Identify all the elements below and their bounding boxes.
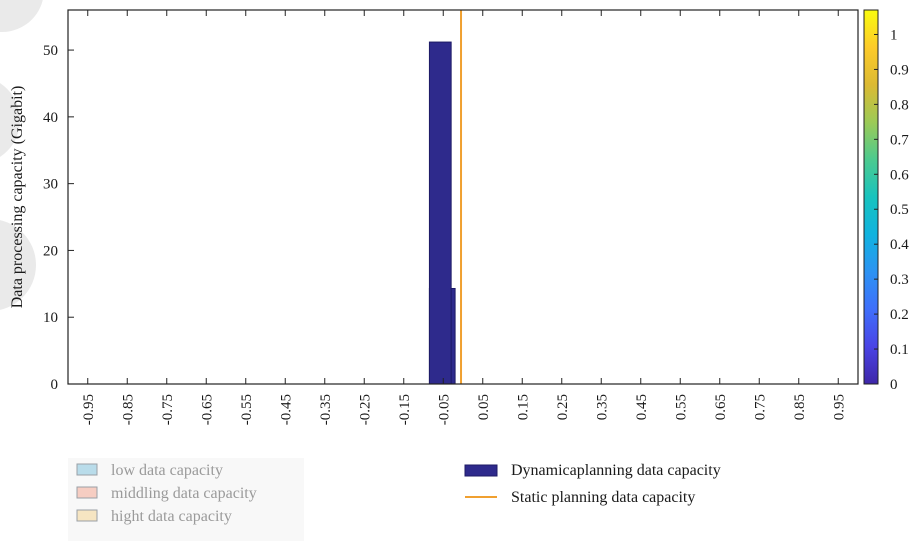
x-tick-label-4: -0.55 (239, 394, 255, 425)
colorbar-tick-label-3: 0.3 (890, 272, 909, 288)
watermark-decoration (0, 0, 43, 310)
x-tick-label-18: 0.85 (792, 394, 808, 420)
x-tick-label-7: -0.25 (357, 394, 373, 425)
x-tick-label-8: -0.15 (397, 394, 413, 425)
legend-label-dynamic: Dynamicaplanning data capacity (511, 462, 721, 479)
x-tick-label-16: 0.65 (713, 394, 729, 420)
x-tick-label-9: -0.05 (436, 394, 452, 425)
x-tick-label-1: -0.85 (120, 394, 136, 425)
colorbar: 0 0.1 0.2 0.3 0.4 0.5 0.6 0.7 0.8 0.9 1 (863, 9, 909, 393)
y-tick-label-2: 20 (43, 243, 58, 259)
x-tick-label-3: -0.65 (199, 394, 215, 425)
faded-legend-swatch-1 (76, 486, 98, 499)
x-tick-label-17: 0.75 (752, 394, 768, 420)
colorbar-tick-label-8: 0.8 (890, 97, 909, 113)
y-tick-label-0: 0 (51, 377, 59, 393)
colorbar-gradient (863, 9, 879, 385)
faded-legend-panel (68, 458, 304, 542)
colorbar-tick-label-1: 0.1 (890, 342, 909, 358)
x-tick-label-0: -0.95 (81, 394, 97, 425)
plot-frame (67, 9, 859, 385)
x-tick-label-15: 0.55 (673, 394, 689, 420)
y-tick-label-5: 50 (43, 43, 58, 59)
plot-area: -0.95 -0.85 -0.75 -0.65 -0.55 -0.45 -0.35 -0.25… (9, 9, 859, 425)
bar-1 (428, 41, 452, 385)
legend: low data capacity middling data capacity h… (68, 458, 721, 542)
y-axis-label: Data processing capacity (Gigabit) (9, 86, 26, 309)
colorbar-tick-label-0: 0 (890, 377, 898, 393)
colorbar-tick-label-10: 1 (890, 27, 898, 43)
y-tick-label-3: 30 (43, 177, 58, 193)
y-tick-label-1: 10 (43, 310, 58, 326)
colorbar-tick-label-9: 0.9 (890, 62, 909, 78)
x-tick-label-10: 0.05 (476, 394, 492, 420)
x-tick-label-5: -0.45 (278, 394, 294, 425)
x-tick-label-6: -0.35 (318, 394, 334, 425)
x-tick-label-2: -0.75 (160, 394, 176, 425)
legend-label-static: Static planning data capacity (511, 489, 695, 506)
colorbar-tick-label-5: 0.5 (890, 202, 909, 218)
x-tick-label-19: 0.95 (831, 394, 847, 420)
faded-legend-swatch-2 (76, 509, 98, 522)
colorbar-tick-label-2: 0.2 (890, 307, 909, 323)
x-tick-label-12: 0.25 (555, 394, 571, 420)
x-tick-label-11: 0.15 (515, 394, 531, 420)
x-tick-label-13: 0.35 (594, 394, 610, 420)
colorbar-tick-label-7: 0.7 (890, 132, 909, 148)
colorbar-tick-label-4: 0.4 (890, 237, 909, 253)
colorbar-tick-label-6: 0.6 (890, 167, 909, 183)
x-tick-label-14: 0.45 (634, 394, 650, 420)
faded-legend-label-0: low data capacity (111, 462, 223, 479)
faded-legend-swatch-0 (76, 463, 98, 476)
y-tick-label-4: 40 (43, 110, 58, 126)
faded-legend-label-1: middling data capacity (111, 485, 257, 502)
legend-swatch-dynamic (464, 464, 498, 477)
faded-legend-label-2: hight data capacity (111, 508, 232, 525)
